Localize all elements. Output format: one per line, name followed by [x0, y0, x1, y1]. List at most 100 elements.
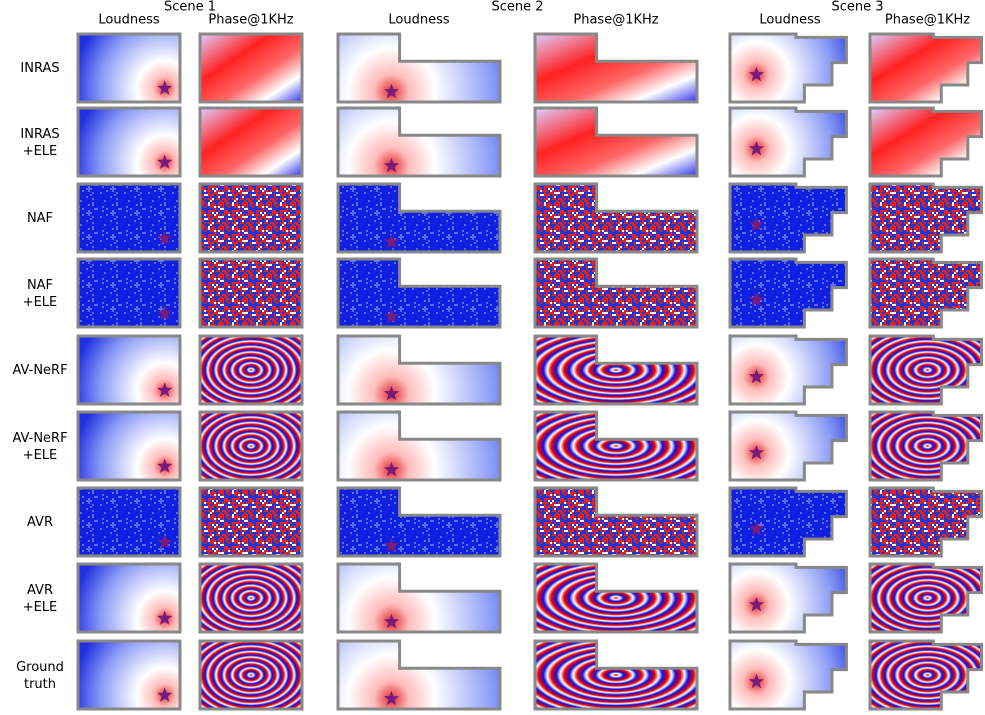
source-star	[383, 613, 400, 629]
column-header: Loudness	[759, 13, 820, 28]
source-star	[748, 596, 764, 612]
heatmap-panel	[200, 259, 302, 327]
heatmap-panel	[78, 336, 180, 404]
heatmap-panel	[338, 336, 500, 404]
room-outline	[868, 562, 983, 634]
heatmap-panel	[200, 184, 302, 252]
heatmap-panel	[338, 34, 500, 102]
loudness-map	[338, 259, 500, 327]
heatmap-panel	[338, 412, 500, 480]
room-outline	[868, 639, 983, 711]
source-star	[383, 690, 400, 706]
room-outline	[198, 410, 304, 482]
phase-map	[535, 336, 697, 404]
room-outline	[336, 639, 502, 711]
source-star	[157, 80, 173, 95]
room-outline	[533, 639, 699, 711]
heatmap-panel	[338, 564, 500, 632]
source-star	[157, 610, 173, 625]
phase-map	[535, 184, 697, 252]
source-star	[383, 461, 400, 477]
heatmap-panel	[535, 108, 697, 176]
heatmap-panel	[78, 108, 180, 176]
source-star	[748, 66, 764, 82]
phase-map	[200, 336, 302, 404]
source-star	[748, 140, 764, 156]
column-header: Phase@1KHz	[573, 13, 658, 28]
heatmap-panel	[200, 108, 302, 176]
row-label: INRAS +ELE	[20, 127, 59, 159]
source-star	[157, 458, 173, 473]
source-star	[748, 216, 764, 232]
room-outline	[728, 562, 848, 634]
heatmap-panel	[535, 336, 697, 404]
phase-map	[535, 641, 697, 709]
room-outline	[868, 32, 983, 104]
room-outline	[76, 257, 182, 329]
source-star	[157, 534, 173, 549]
room-outline	[868, 334, 983, 406]
source-star	[157, 687, 173, 702]
room-outline	[336, 334, 502, 406]
heatmap-panel	[200, 412, 302, 480]
source-star	[157, 154, 173, 169]
heatmap-panel	[78, 184, 180, 252]
heatmap-panel	[78, 641, 180, 709]
room-outline	[198, 639, 304, 711]
source-star	[383, 83, 400, 99]
phase-map	[200, 412, 302, 480]
phase-map	[535, 108, 697, 176]
phase-map	[200, 108, 302, 176]
phase-map	[200, 564, 302, 632]
room-outline	[533, 334, 699, 406]
source-star	[383, 537, 400, 553]
room-outline	[728, 486, 848, 558]
source-star	[748, 520, 764, 536]
loudness-map	[338, 184, 500, 252]
room-outline	[533, 486, 699, 558]
row-label: AVR	[27, 515, 53, 530]
room-outline	[728, 334, 848, 406]
row-label: AVR +ELE	[23, 583, 58, 615]
heatmap-panel	[535, 564, 697, 632]
heatmap-panel	[535, 259, 697, 327]
source-star	[383, 385, 400, 401]
loudness-map	[338, 564, 500, 632]
phase-map	[535, 564, 697, 632]
column-header: Phase@1KHz	[208, 13, 293, 28]
source-star	[748, 368, 764, 384]
room-outline	[728, 257, 848, 329]
heatmap-panel	[338, 184, 500, 252]
source-star	[383, 308, 400, 324]
room-outline	[533, 106, 699, 178]
room-outline	[198, 106, 304, 178]
room-outline	[533, 562, 699, 634]
source-star	[748, 673, 764, 689]
source-star	[383, 233, 400, 249]
phase-map	[200, 488, 302, 556]
room-outline	[336, 32, 502, 104]
loudness-map	[338, 336, 500, 404]
room-outline	[868, 106, 983, 178]
heatmap-panel	[338, 259, 500, 327]
heatmap-panel	[78, 34, 180, 102]
room-outline	[336, 486, 502, 558]
loudness-map	[338, 34, 500, 102]
heatmap-panel	[338, 488, 500, 556]
room-outline	[76, 639, 182, 711]
heatmap-panel	[78, 412, 180, 480]
room-outline	[76, 562, 182, 634]
room-outline	[336, 410, 502, 482]
row-label: NAF	[27, 211, 53, 226]
heatmap-panel	[535, 184, 697, 252]
row-label: AV-NeRF	[12, 363, 67, 378]
heatmap-panel	[78, 488, 180, 556]
scene-title: Scene 1	[164, 0, 216, 15]
room-outline	[198, 334, 304, 406]
column-header: Phase@1KHz	[885, 13, 970, 28]
room-outline	[868, 257, 983, 329]
room-outline	[336, 106, 502, 178]
room-outline	[728, 106, 848, 178]
heatmap-panel	[200, 564, 302, 632]
